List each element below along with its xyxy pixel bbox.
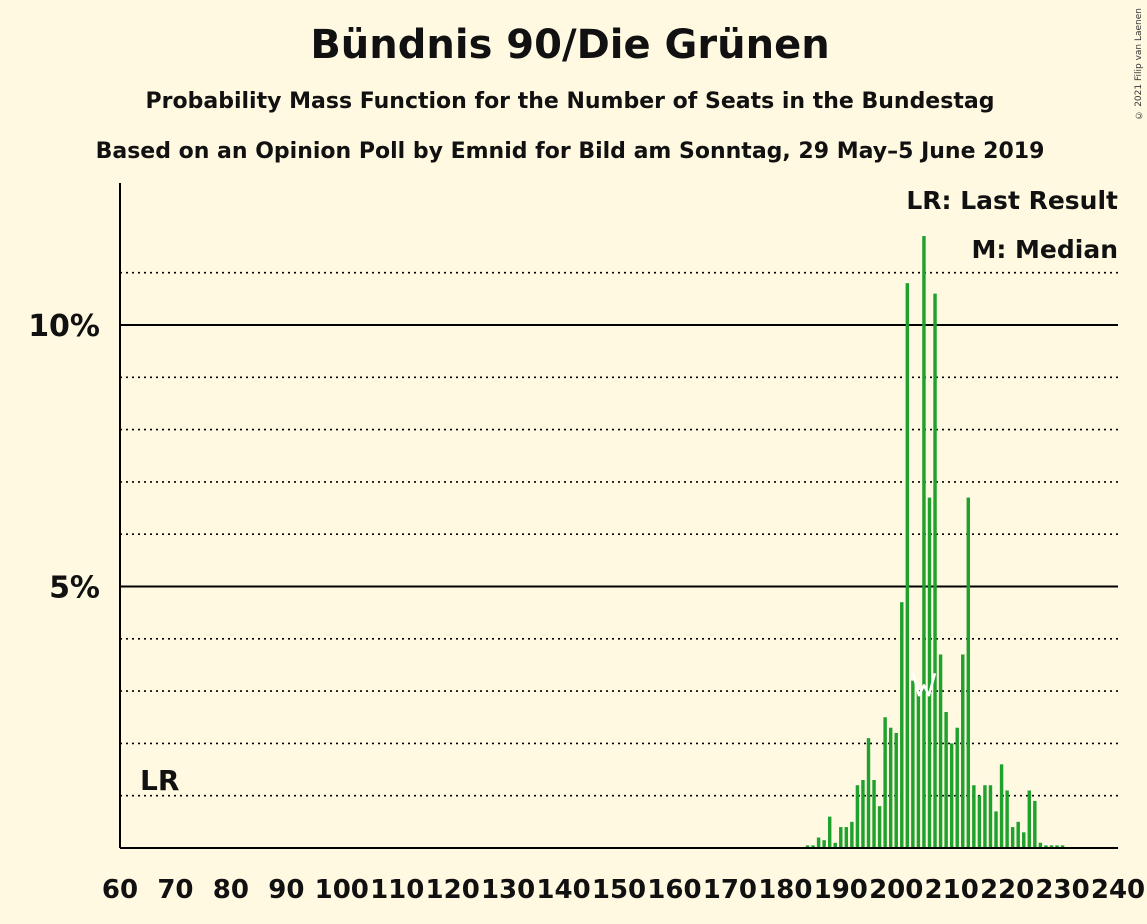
bar-seat-216 <box>983 785 987 848</box>
chart-title: Bündnis 90/Die Grünen <box>310 22 830 68</box>
x-tick-label: 90 <box>268 875 304 905</box>
bar-seat-230 <box>1060 845 1065 848</box>
bar-seat-220 <box>1005 790 1009 848</box>
x-tick-label: 100 <box>315 875 369 905</box>
bar-seat-211 <box>955 727 959 848</box>
legend-last-result: LR: Last Result <box>906 186 1118 215</box>
bar-seat-218 <box>994 811 998 848</box>
x-tick-label: 230 <box>1035 875 1089 905</box>
bar-seat-206 <box>927 497 932 848</box>
bar-seat-213 <box>966 497 971 848</box>
x-tick-label: 210 <box>925 875 979 905</box>
bar-seat-193 <box>855 785 860 848</box>
x-tick-label: 80 <box>213 875 249 905</box>
bar-seat-203 <box>911 680 915 848</box>
x-tick-label: 160 <box>647 875 701 905</box>
bar-seat-221 <box>1010 827 1015 848</box>
bar-seat-202 <box>905 283 910 848</box>
median-marker <box>911 672 937 697</box>
last-result-label: LR <box>140 764 179 797</box>
bar-seat-219 <box>999 764 1004 848</box>
bar-seat-217 <box>988 785 993 848</box>
bar-seat-210 <box>949 743 954 848</box>
bar-seat-226 <box>1038 842 1043 848</box>
x-tick-label: 130 <box>481 875 535 905</box>
bar-seat-185 <box>811 845 815 848</box>
bar-seat-209 <box>944 712 948 848</box>
bar-seat-199 <box>888 727 893 848</box>
legend-median: M: Median <box>971 235 1118 264</box>
annotations <box>911 672 937 697</box>
x-axis-ticks: 60 70 80 90 100 110 120 130 140 150 160 170 180 190 20… <box>102 875 1145 905</box>
bar-seat-200 <box>894 732 898 848</box>
bar-seat-204 <box>916 691 921 848</box>
bar-seat-194 <box>861 780 865 848</box>
gridlines <box>120 271 1118 797</box>
y-tick-label: 5% <box>49 571 100 606</box>
x-tick-label: 120 <box>426 875 480 905</box>
bar-seat-215 <box>977 795 982 848</box>
y-tick-label: 10% <box>28 309 100 344</box>
bar-seat-198 <box>883 717 887 848</box>
bar-seat-201 <box>900 602 904 848</box>
x-tick-label: 200 <box>869 875 923 905</box>
bar-seat-205 <box>922 236 926 849</box>
x-tick-label: 70 <box>157 875 193 905</box>
x-tick-label: 110 <box>370 875 424 905</box>
axes <box>119 183 1118 849</box>
bar-seat-228 <box>1049 845 1054 848</box>
x-tick-label: 220 <box>980 875 1034 905</box>
x-tick-label: 170 <box>703 875 757 905</box>
bar-seat-225 <box>1033 800 1037 848</box>
bar-seat-227 <box>1044 845 1048 848</box>
bar-seat-224 <box>1027 790 1032 848</box>
chart-subtitle-poll: Based on an Opinion Poll by Emnid for Bi… <box>95 139 1045 164</box>
bar-seat-214 <box>972 785 976 848</box>
x-tick-label: 190 <box>814 875 868 905</box>
bar-seat-229 <box>1055 845 1059 848</box>
y-axis-ticks: 5% 10% <box>28 309 100 606</box>
bar-seat-189 <box>833 842 837 848</box>
bar-seat-196 <box>872 780 876 848</box>
x-tick-label: 180 <box>758 875 812 905</box>
bar-seat-191 <box>844 827 849 848</box>
bar-seat-197 <box>877 806 882 848</box>
bar-seat-212 <box>961 654 965 848</box>
x-tick-label: 150 <box>592 875 646 905</box>
bar-seat-208 <box>938 654 943 848</box>
bar-seat-190 <box>839 827 843 848</box>
bar-seat-192 <box>850 821 854 848</box>
x-tick-label: 240 <box>1091 875 1145 905</box>
bar-seat-186 <box>816 837 821 848</box>
bar-seat-222 <box>1016 821 1020 848</box>
chart-subtitle: Probability Mass Function for the Number… <box>145 89 995 114</box>
x-tick-label: 140 <box>536 875 590 905</box>
bar-seat-223 <box>1022 832 1026 848</box>
bar-seat-187 <box>822 840 826 848</box>
bar-seat-188 <box>827 816 832 848</box>
bar-seat-195 <box>866 738 871 848</box>
bar-seat-207 <box>933 293 937 848</box>
bars <box>805 234 1065 849</box>
x-tick-label: 60 <box>102 875 138 905</box>
bar-seat-184 <box>805 845 810 848</box>
